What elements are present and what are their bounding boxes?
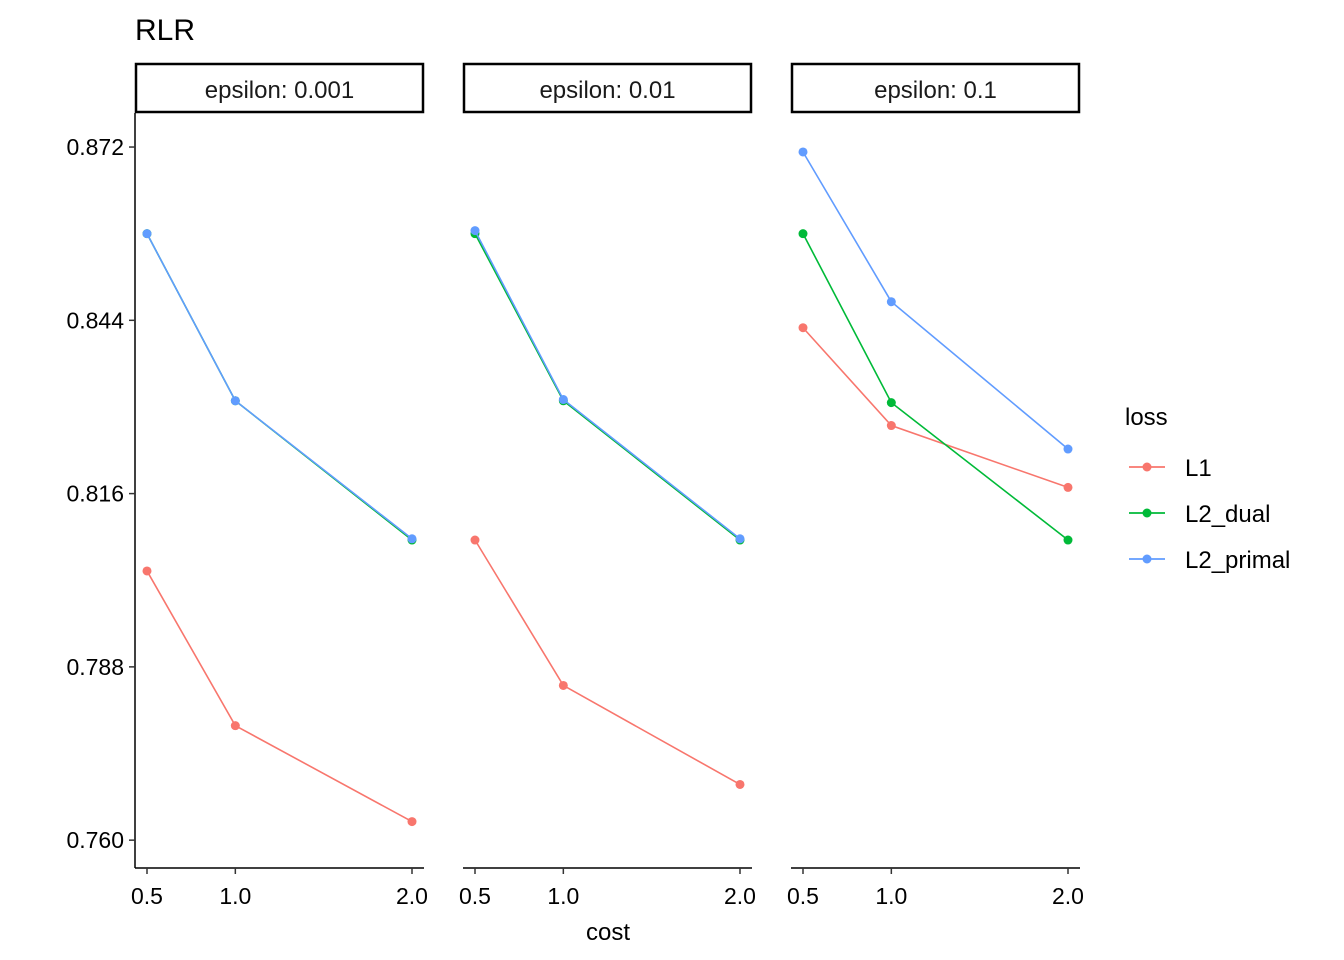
- data-point-l1: [735, 779, 745, 789]
- legend-key-point: [1142, 462, 1152, 472]
- y-tick-label: 0.816: [66, 481, 124, 507]
- x-tick-label: 0.5: [787, 883, 819, 909]
- data-point-l2_primal: [1063, 444, 1073, 454]
- facet-strip-label: epsilon: 0.1: [874, 77, 997, 104]
- series-line-l2_primal: [474, 230, 741, 540]
- series-line-l1: [474, 539, 741, 786]
- x-tick-label: 1.0: [547, 883, 579, 909]
- facet-strip-label: epsilon: 0.01: [539, 77, 675, 104]
- data-point-l2_primal: [798, 147, 808, 157]
- y-tick-label: 0.844: [66, 307, 124, 333]
- legend-key-point: [1142, 508, 1152, 518]
- x-tick-label: 0.5: [131, 883, 163, 909]
- data-point-l2_dual: [798, 229, 808, 239]
- data-point-l2_primal: [470, 226, 480, 236]
- x-tick-label: 2.0: [396, 883, 428, 909]
- y-tick-label: 0.788: [66, 654, 124, 680]
- data-point-l2_dual: [886, 398, 896, 408]
- data-point-l2_primal: [407, 534, 417, 544]
- legend-key-point: [1142, 554, 1152, 564]
- data-point-l2_primal: [142, 229, 152, 239]
- facet-panel: epsilon: 0.01 0.5 1.0 2.0: [459, 62, 756, 909]
- legend-title: loss: [1125, 404, 1168, 431]
- facet-strip: [462, 62, 753, 114]
- data-point-l1: [1063, 482, 1073, 492]
- legend-label: L2_dual: [1185, 501, 1270, 528]
- data-point-l1: [142, 566, 152, 576]
- data-point-l1: [407, 817, 417, 827]
- facet-strip: [790, 62, 1081, 114]
- x-tick-label: 1.0: [219, 883, 251, 909]
- series-line-l2_dual: [474, 233, 741, 541]
- x-tick-label: 2.0: [1052, 883, 1084, 909]
- data-point-l2_dual: [1063, 535, 1073, 545]
- data-point-l1: [886, 421, 896, 431]
- x-tick-label: 1.0: [875, 883, 907, 909]
- data-point-l2_primal: [886, 297, 896, 307]
- series-line-l1: [146, 570, 413, 823]
- series-line-l2_primal: [802, 151, 1069, 450]
- legend-label: L2_primal: [1185, 547, 1290, 574]
- facet-panel: epsilon: 0.1 0.5 1.0 2.0: [787, 62, 1084, 909]
- series-line-l2_dual: [802, 233, 1069, 541]
- series-line-l2_dual: [146, 233, 413, 541]
- facet-strip: [134, 62, 425, 114]
- data-point-l1: [230, 721, 240, 731]
- series-line-l2_primal: [146, 233, 413, 540]
- y-axis: 0.760 0.788 0.816 0.844 0.872: [66, 134, 135, 853]
- chart-title: RLR: [135, 14, 195, 47]
- data-point-l1: [798, 323, 808, 333]
- legend-item: L2_primal: [1129, 547, 1290, 574]
- data-point-l1: [470, 535, 480, 545]
- facet-strip-label: epsilon: 0.001: [205, 77, 354, 104]
- data-point-l2_primal: [230, 396, 240, 406]
- x-tick-label: 2.0: [724, 883, 756, 909]
- legend-item: L2_dual: [1129, 501, 1270, 528]
- x-tick-label: 0.5: [459, 883, 491, 909]
- series-line-l1: [802, 327, 1069, 489]
- facet-panel: epsilon: 0.001 0.5 1.0 2.0: [131, 62, 428, 909]
- data-point-l2_primal: [735, 534, 745, 544]
- legend-label: L1: [1185, 455, 1212, 482]
- legend-item: L1: [1129, 455, 1212, 482]
- panels-group: epsilon: 0.001 0.5 1.0 2.0 epsilon: 0.01 0.5 1…: [131, 62, 1084, 909]
- x-axis-label: cost: [586, 919, 630, 946]
- data-point-l1: [558, 680, 568, 690]
- y-tick-label: 0.760: [66, 827, 124, 853]
- y-tick-label: 0.872: [66, 134, 124, 160]
- data-point-l2_primal: [558, 395, 568, 405]
- legend: loss L1 L2_dual L2_primal: [1125, 404, 1290, 574]
